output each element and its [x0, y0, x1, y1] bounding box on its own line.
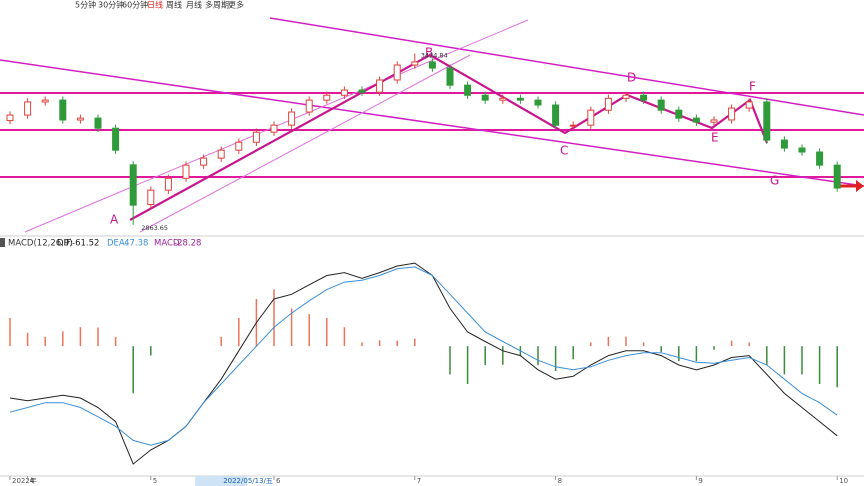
candle-body — [393, 64, 401, 81]
x-tick-highlight — [195, 476, 248, 486]
candle-body — [622, 94, 630, 99]
arrow-head — [856, 180, 864, 192]
wave-label: C — [560, 144, 568, 158]
candle-body — [552, 104, 560, 126]
candle-body — [587, 109, 595, 126]
x-tick-label: 7 — [417, 477, 421, 485]
wave-label: A — [110, 213, 119, 227]
candle-body — [6, 114, 14, 122]
legend-name: MACD: — [154, 239, 182, 249]
candle-body — [745, 101, 753, 109]
legend-value: -61.52 — [72, 239, 99, 249]
wave-label: D — [627, 71, 636, 85]
x-tick-label: 5 — [153, 477, 157, 485]
x-tick-label: 2022/05/13/五 — [223, 477, 273, 485]
legend-value: -47.38 — [121, 239, 148, 249]
candle-body — [446, 67, 454, 86]
candle-body — [481, 94, 489, 101]
wave-label: F — [749, 80, 756, 94]
candle-body — [376, 79, 384, 93]
candle-body — [534, 99, 542, 106]
x-tick-label: 6 — [276, 477, 281, 485]
candle-body — [411, 61, 419, 66]
candle-body — [164, 177, 172, 191]
toolbar-item[interactable]: 60分钟 — [122, 0, 148, 10]
wave-label: B — [425, 46, 433, 60]
low-price-label: 2863.65 — [141, 224, 168, 232]
candle-body — [147, 189, 155, 206]
toolbar-item[interactable]: 30分钟 — [98, 0, 124, 10]
candle-body — [675, 109, 683, 119]
macd-line — [9, 266, 838, 446]
candle-body — [217, 149, 225, 159]
x-tick-label: 2022年 — [12, 476, 37, 485]
candle-body — [798, 147, 806, 153]
candle-body — [24, 101, 32, 116]
candle-body — [728, 107, 736, 121]
toolbar-item[interactable]: 5分钟 — [75, 0, 96, 10]
candle-body — [604, 97, 612, 111]
legend-name: DIF: — [57, 239, 73, 249]
candle-body — [569, 124, 577, 127]
candle-body — [112, 127, 120, 151]
candle-body — [516, 97, 524, 101]
candle-body — [129, 164, 137, 206]
channel-line — [139, 54, 471, 233]
toolbar-item[interactable]: 周线 — [166, 0, 182, 10]
candle-body — [182, 164, 190, 179]
candle-body — [358, 89, 366, 93]
candle-body — [323, 94, 331, 101]
candle-body — [200, 157, 208, 166]
candle-body — [763, 101, 771, 141]
toolbar-item[interactable]: 多周期 — [205, 0, 229, 10]
high-price-label: 3424.84 — [421, 51, 448, 59]
candle-body — [640, 94, 648, 101]
candle-body — [252, 131, 260, 143]
wave-label: E — [711, 131, 719, 145]
toolbar-item[interactable]: 日线 — [147, 0, 163, 10]
x-tick-label: 9 — [698, 477, 702, 485]
channel-line — [269, 17, 864, 116]
indicator-icon — [0, 238, 5, 247]
x-tick-label: 10 — [839, 477, 848, 485]
candle-body — [76, 117, 84, 121]
toolbar-item[interactable]: 更多 — [228, 0, 244, 10]
candle-body — [41, 99, 49, 103]
candle-body — [235, 141, 243, 151]
macd-line — [9, 262, 838, 465]
candle-body — [270, 124, 278, 133]
channel-line — [0, 59, 864, 187]
candle-body — [499, 97, 507, 101]
candle-body — [59, 99, 67, 121]
candle-body — [710, 119, 718, 123]
candle-body — [94, 117, 102, 129]
candle-body — [816, 151, 824, 166]
candle-body — [288, 111, 296, 126]
candle-body — [305, 99, 313, 113]
x-tick-label: 4 — [30, 477, 35, 485]
x-tick-label: 8 — [558, 477, 562, 485]
legend-value: -28.28 — [174, 239, 201, 249]
candle-body — [692, 117, 700, 123]
candle-body — [428, 61, 436, 69]
candle-body — [833, 164, 841, 189]
candle-body — [780, 139, 788, 149]
indicator-title: MACD(12,26,9) — [8, 239, 73, 249]
candle-body — [464, 84, 472, 96]
toolbar-item[interactable]: 月线 — [186, 0, 202, 10]
candle-body — [657, 99, 665, 111]
wave-label: G — [770, 174, 779, 188]
candle-body — [340, 89, 348, 96]
legend-name: DEA: — [107, 239, 127, 249]
